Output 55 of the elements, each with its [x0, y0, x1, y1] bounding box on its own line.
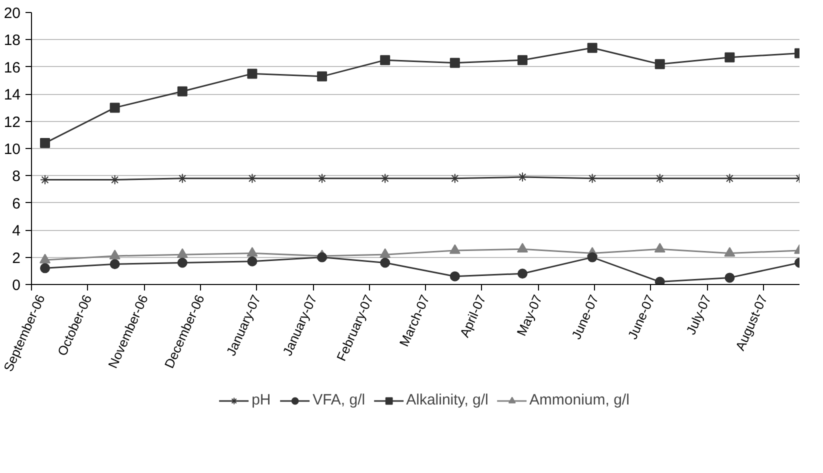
- point: [177, 86, 188, 96]
- y-tick-label: 0: [12, 277, 20, 294]
- legend-label: Alkalinity, g/l: [406, 392, 488, 408]
- point: [317, 71, 328, 82]
- point: [40, 263, 50, 274]
- point: [517, 268, 528, 279]
- point: [246, 246, 258, 257]
- point: [654, 276, 665, 284]
- point: [587, 42, 598, 53]
- y-tick-label: 6: [12, 195, 20, 212]
- point: [109, 250, 120, 260]
- point: [654, 173, 665, 184]
- point: [516, 242, 528, 253]
- point: [177, 258, 188, 268]
- point: [587, 173, 598, 184]
- point: [176, 248, 188, 258]
- point: [654, 59, 665, 70]
- y-tick-label: 2: [12, 250, 20, 267]
- y-tick-label: 8: [12, 168, 20, 186]
- point: [450, 58, 460, 68]
- point: [110, 259, 120, 270]
- point: [450, 173, 460, 184]
- point: [40, 254, 51, 264]
- point: [247, 256, 258, 266]
- point: [380, 258, 390, 268]
- point: [247, 173, 258, 184]
- point: [380, 173, 390, 184]
- y-tick-label: 4: [12, 222, 20, 240]
- legend-label: Ammonium, g/l: [529, 392, 630, 408]
- point: [654, 242, 666, 253]
- point: [449, 244, 460, 254]
- point: [517, 55, 528, 66]
- point: [317, 252, 328, 262]
- point: [317, 173, 328, 184]
- point: [110, 102, 120, 113]
- point: [587, 252, 598, 262]
- y-tick-label: 18: [4, 32, 21, 50]
- y-tick-label: 10: [4, 141, 21, 158]
- point: [247, 68, 258, 79]
- point: [724, 246, 736, 257]
- point: [724, 52, 735, 62]
- point: [724, 173, 735, 184]
- y-tick-label: 12: [4, 114, 21, 131]
- point: [380, 248, 391, 258]
- legend-label: pH: [252, 392, 272, 408]
- y-tick-label: 14: [4, 86, 21, 104]
- legend-label: VFA, g/l: [312, 392, 366, 408]
- point: [110, 174, 120, 185]
- point: [177, 173, 188, 184]
- y-tick-label: 16: [4, 59, 21, 76]
- point: [450, 271, 460, 282]
- point: [40, 138, 50, 148]
- y-tick-label: 20: [4, 5, 21, 22]
- point: [724, 272, 735, 283]
- point: [380, 55, 390, 66]
